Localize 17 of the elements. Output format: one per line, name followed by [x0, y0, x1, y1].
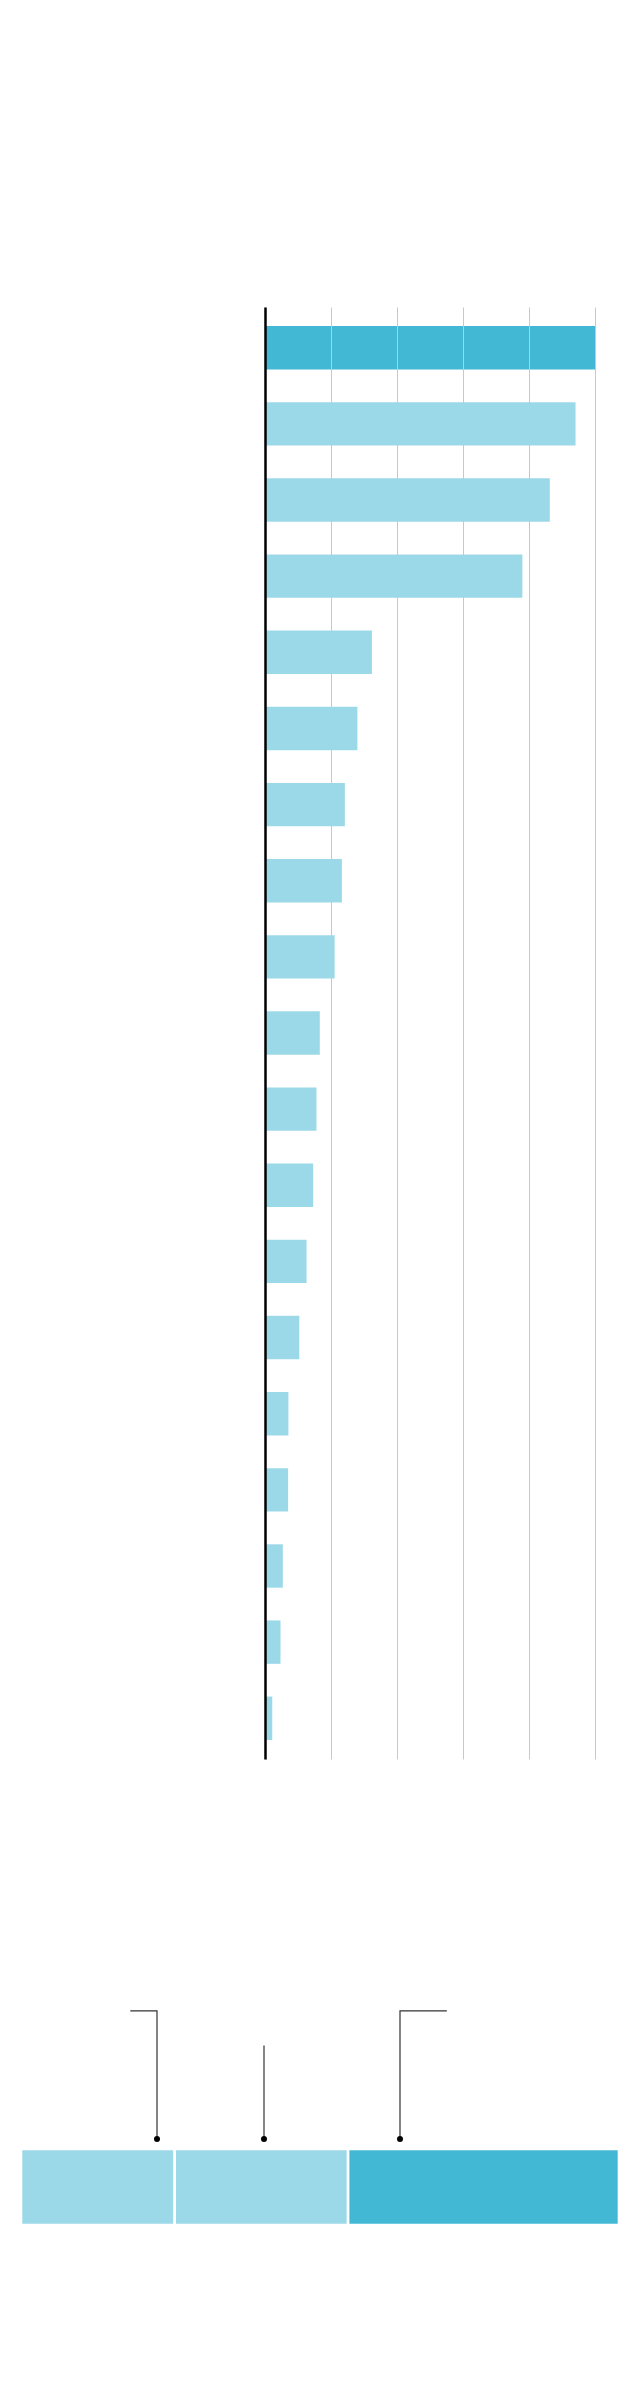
bar: [265, 1163, 314, 1207]
bar: [265, 402, 576, 446]
bar: [265, 1087, 317, 1131]
bar: [265, 326, 595, 370]
bar: [265, 859, 342, 903]
bar: [265, 630, 372, 674]
bar: [265, 782, 345, 827]
bar: [265, 1239, 307, 1284]
bar: [265, 554, 523, 598]
bar: [265, 1544, 283, 1588]
bar: [265, 1011, 320, 1055]
bar: [265, 478, 550, 522]
bar: [265, 1620, 281, 1664]
bar: [265, 935, 335, 979]
bar: [265, 1315, 300, 1360]
bar: [265, 1468, 289, 1512]
bar: [265, 706, 358, 751]
